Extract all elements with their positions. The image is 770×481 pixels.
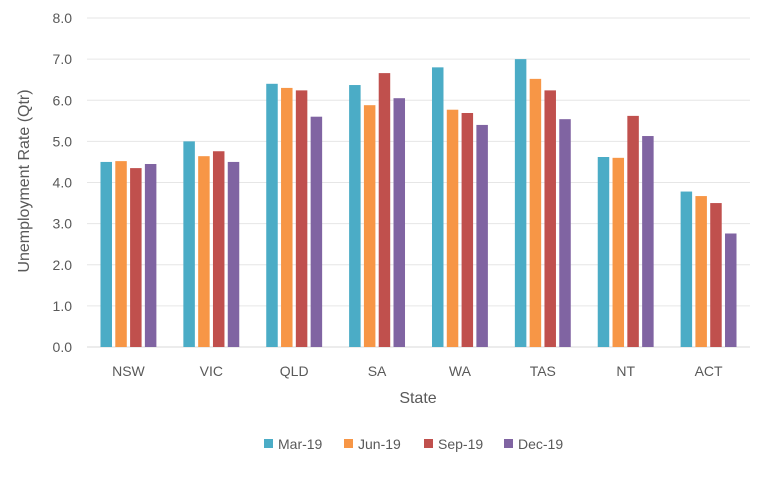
- y-tick-label: 2.0: [53, 257, 73, 273]
- bar-qld-dec-19: [310, 116, 323, 347]
- x-tick-label: ACT: [695, 363, 723, 379]
- legend-label: Dec-19: [518, 436, 563, 452]
- bar-nsw-dec-19: [144, 163, 157, 347]
- legend-swatch-sep-19: [424, 439, 433, 448]
- x-tick-label: NT: [616, 363, 635, 379]
- bar-sa-jun-19: [363, 105, 376, 347]
- bar-wa-sep-19: [461, 112, 474, 347]
- y-axis-title: Unemployment Rate (Qtr): [16, 89, 33, 272]
- bar-act-mar-19: [680, 191, 693, 347]
- legend-swatch-dec-19: [504, 439, 513, 448]
- bar-wa-dec-19: [476, 124, 488, 347]
- legend-label: Sep-19: [438, 436, 483, 452]
- bar-vic-sep-19: [212, 151, 225, 347]
- bar-sa-mar-19: [349, 85, 361, 347]
- x-tick-label: TAS: [530, 363, 556, 379]
- bar-wa-jun-19: [446, 109, 459, 348]
- bar-nsw-sep-19: [130, 168, 142, 347]
- y-tick-label: 7.0: [53, 51, 73, 67]
- y-tick-label: 3.0: [53, 216, 73, 232]
- bar-vic-jun-19: [198, 156, 210, 347]
- bar-vic-dec-19: [227, 161, 240, 347]
- legend-label: Jun-19: [358, 436, 401, 452]
- x-tick-label: VIC: [200, 363, 223, 379]
- bar-nt-mar-19: [597, 157, 610, 347]
- x-tick-label: QLD: [280, 363, 309, 379]
- bar-tas-mar-19: [514, 59, 527, 347]
- y-tick-label: 0.0: [53, 339, 73, 355]
- legend-swatch-mar-19: [264, 439, 273, 448]
- bar-nt-jun-19: [612, 157, 625, 347]
- bar-qld-jun-19: [281, 87, 293, 347]
- y-tick-label: 8.0: [53, 10, 73, 26]
- y-tick-label: 1.0: [53, 298, 73, 314]
- bar-nt-dec-19: [642, 136, 654, 347]
- y-axis-ticks: 0.0 1.0 2.0 3.0 4.0 5.0 6.0 7.0 8.0: [53, 10, 73, 355]
- bar-act-sep-19: [710, 203, 722, 347]
- y-tick-label: 6.0: [53, 92, 73, 108]
- y-tick-label: 5.0: [53, 133, 73, 149]
- bar-act-jun-19: [695, 196, 707, 347]
- bar-tas-jun-19: [529, 78, 542, 348]
- bar-vic-mar-19: [183, 141, 195, 347]
- bars: [100, 59, 737, 348]
- x-tick-label: NSW: [112, 363, 145, 379]
- bar-tas-sep-19: [544, 90, 556, 347]
- bar-nsw-mar-19: [100, 161, 112, 347]
- x-tick-label: WA: [449, 363, 472, 379]
- gridlines: [87, 17, 750, 348]
- bar-sa-sep-19: [378, 73, 391, 348]
- legend-swatch-jun-19: [344, 439, 353, 448]
- bar-wa-mar-19: [431, 67, 444, 347]
- x-axis-title: State: [399, 390, 436, 407]
- bar-act-dec-19: [725, 233, 737, 347]
- bar-qld-sep-19: [295, 90, 308, 347]
- y-tick-label: 4.0: [53, 175, 73, 191]
- bar-sa-dec-19: [393, 98, 406, 347]
- x-tick-label: SA: [368, 363, 387, 379]
- bar-nt-sep-19: [627, 115, 639, 347]
- bar-tas-dec-19: [559, 119, 571, 347]
- bar-qld-mar-19: [266, 83, 278, 348]
- x-axis-ticks: NSW VIC QLD SA WA TAS NT ACT: [112, 363, 723, 379]
- bar-nsw-jun-19: [115, 161, 127, 347]
- legend: Mar-19 Jun-19 Sep-19 Dec-19: [264, 436, 563, 452]
- legend-label: Mar-19: [278, 436, 323, 452]
